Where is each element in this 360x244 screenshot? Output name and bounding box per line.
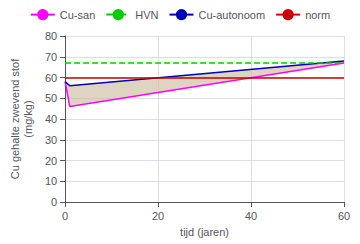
svg-text:70: 70	[45, 51, 57, 63]
svg-text:10: 10	[45, 175, 57, 187]
svg-text:(mg/kg): (mg/kg)	[22, 100, 34, 137]
svg-text:tijd (jaren): tijd (jaren)	[180, 226, 229, 238]
svg-text:50: 50	[45, 92, 57, 104]
svg-text:30: 30	[45, 134, 57, 146]
svg-text:60: 60	[45, 72, 57, 84]
svg-text:0: 0	[51, 196, 57, 208]
svg-text:Cu-san: Cu-san	[60, 9, 95, 21]
svg-text:0: 0	[62, 210, 68, 222]
svg-text:40: 40	[45, 113, 57, 125]
svg-text:20: 20	[152, 210, 164, 222]
svg-text:HVN: HVN	[135, 9, 158, 21]
svg-text:Cu gehalte zwevend stof: Cu gehalte zwevend stof	[9, 58, 21, 179]
svg-text:80: 80	[45, 30, 57, 42]
svg-text:20: 20	[45, 155, 57, 167]
svg-text:40: 40	[245, 210, 257, 222]
svg-text:Cu-autonoom: Cu-autonoom	[198, 9, 265, 21]
svg-text:norm: norm	[305, 9, 330, 21]
svg-text:60: 60	[338, 210, 350, 222]
